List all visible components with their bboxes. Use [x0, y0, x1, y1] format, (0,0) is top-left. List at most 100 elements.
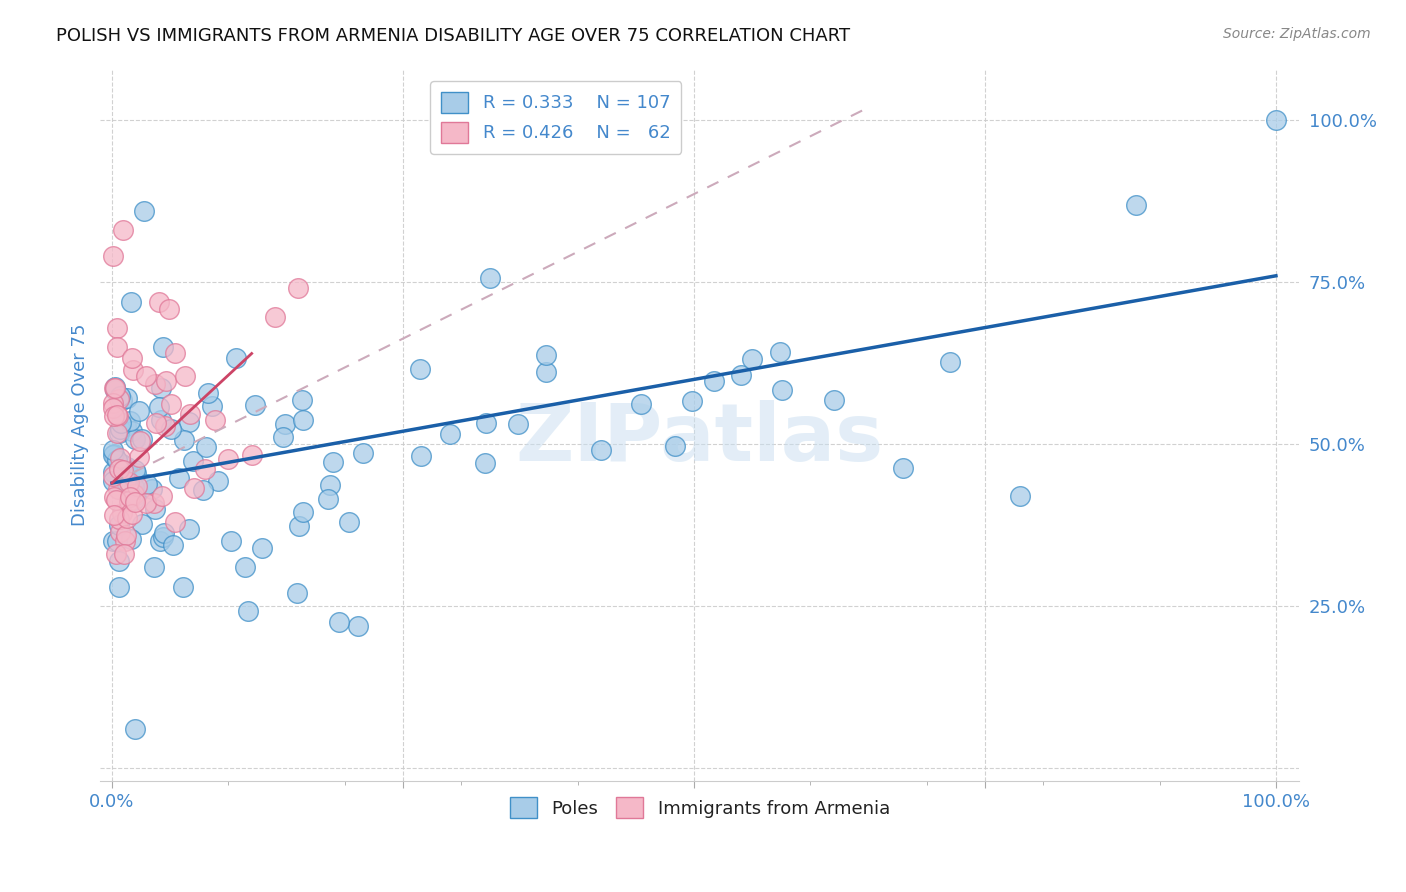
Point — [125, 479, 148, 493]
Point — [128, 403, 150, 417]
Point — [108, 462, 131, 476]
Point — [194, 461, 217, 475]
Point — [153, 419, 176, 434]
Point — [120, 533, 142, 547]
Point — [179, 407, 201, 421]
Point — [252, 541, 274, 555]
Point — [152, 340, 174, 354]
Point — [285, 586, 308, 600]
Point — [506, 417, 529, 431]
Point — [104, 383, 127, 397]
Point — [682, 394, 704, 409]
Point — [128, 434, 150, 449]
Point — [245, 398, 267, 412]
Point — [103, 447, 125, 461]
Point — [115, 459, 138, 474]
Point — [167, 471, 190, 485]
Point — [103, 490, 125, 504]
Point — [124, 433, 146, 447]
Point — [108, 580, 131, 594]
Point — [108, 525, 131, 540]
Point — [479, 270, 502, 285]
Point — [155, 374, 177, 388]
Point — [135, 496, 157, 510]
Point — [183, 454, 205, 468]
Y-axis label: Disability Age Over 75: Disability Age Over 75 — [72, 324, 89, 526]
Point — [183, 481, 205, 495]
Point — [104, 492, 127, 507]
Point — [111, 457, 134, 471]
Point — [122, 480, 145, 494]
Point — [352, 446, 374, 460]
Point — [108, 422, 131, 436]
Point — [124, 495, 146, 509]
Point — [115, 528, 138, 542]
Point — [108, 392, 131, 406]
Point — [177, 522, 200, 536]
Point — [157, 302, 180, 317]
Point — [105, 426, 128, 441]
Point — [1264, 113, 1286, 128]
Point — [105, 534, 128, 549]
Point — [117, 392, 139, 406]
Point — [111, 223, 134, 237]
Point — [110, 417, 132, 431]
Point — [703, 374, 725, 388]
Point — [1008, 489, 1031, 503]
Point — [121, 507, 143, 521]
Point — [264, 310, 287, 325]
Point — [409, 361, 432, 376]
Point — [143, 377, 166, 392]
Point — [273, 430, 295, 444]
Point — [104, 379, 127, 393]
Point — [291, 393, 314, 408]
Point — [664, 439, 686, 453]
Point — [152, 489, 174, 503]
Point — [439, 427, 461, 442]
Point — [273, 417, 295, 431]
Point — [108, 425, 131, 440]
Point — [219, 534, 242, 549]
Point — [153, 526, 176, 541]
Point — [149, 533, 172, 548]
Point — [103, 474, 125, 488]
Point — [730, 368, 752, 382]
Point — [107, 482, 129, 496]
Point — [124, 467, 146, 481]
Point — [135, 368, 157, 383]
Point — [104, 547, 127, 561]
Point — [173, 434, 195, 448]
Point — [288, 519, 311, 533]
Point — [217, 452, 239, 467]
Point — [141, 482, 163, 496]
Point — [287, 280, 309, 294]
Point — [1125, 197, 1147, 211]
Point — [177, 415, 200, 429]
Point — [103, 381, 125, 395]
Point — [125, 488, 148, 502]
Point — [103, 249, 125, 263]
Point — [291, 413, 314, 427]
Point — [134, 204, 156, 219]
Point — [121, 424, 143, 438]
Point — [322, 455, 344, 469]
Point — [105, 340, 128, 354]
Point — [149, 413, 172, 427]
Point — [131, 432, 153, 446]
Point — [120, 414, 142, 428]
Point — [107, 409, 129, 423]
Point — [236, 604, 259, 618]
Legend: Poles, Immigrants from Armenia: Poles, Immigrants from Armenia — [502, 790, 897, 825]
Point — [316, 491, 339, 506]
Point — [148, 400, 170, 414]
Point — [150, 381, 173, 395]
Point — [152, 530, 174, 544]
Point — [142, 560, 165, 574]
Point — [111, 506, 134, 520]
Point — [165, 515, 187, 529]
Point — [328, 615, 350, 629]
Point — [589, 442, 612, 457]
Point — [103, 409, 125, 424]
Point — [104, 381, 127, 395]
Point — [124, 722, 146, 736]
